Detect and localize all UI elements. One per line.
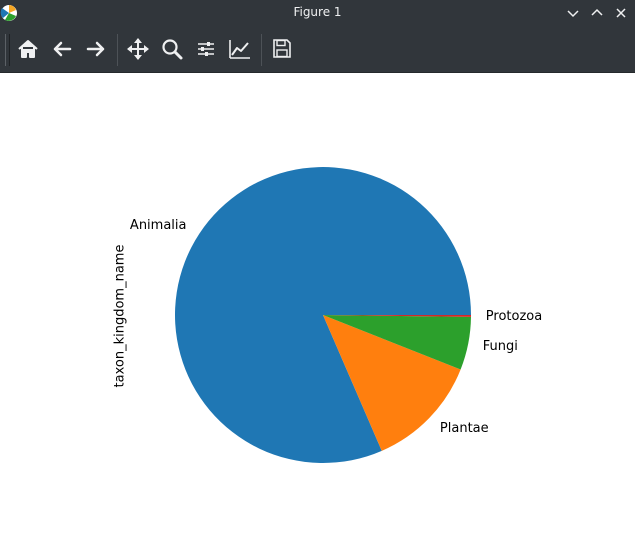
toolbar-grip[interactable] xyxy=(5,34,10,66)
y-axis-label: taxon_kingdom_name xyxy=(112,244,128,388)
save-button[interactable] xyxy=(269,36,295,62)
maximize-button[interactable] xyxy=(588,4,606,22)
minimize-button[interactable] xyxy=(564,4,582,22)
zoom-icon xyxy=(162,39,183,60)
slice-label-animalia: Animalia xyxy=(129,218,187,234)
axes-icon xyxy=(229,40,250,59)
slice-label-fungi: Fungi xyxy=(482,339,518,354)
back-arrow-icon xyxy=(53,41,72,57)
figure-canvas[interactable] xyxy=(0,73,635,551)
pie-slice-protozoa xyxy=(323,315,471,317)
pan-button[interactable] xyxy=(125,36,151,62)
zoom-button[interactable] xyxy=(159,36,185,62)
pie-slice-plantae xyxy=(323,315,461,451)
customize-button[interactable] xyxy=(227,36,253,62)
forward-button[interactable] xyxy=(83,36,109,62)
slice-label-plantae: Plantae xyxy=(439,420,489,436)
title-bar: Figure 1 xyxy=(0,0,635,26)
pie-slice-animalia xyxy=(174,167,472,463)
home-icon xyxy=(18,40,38,58)
navigation-toolbar xyxy=(0,26,635,73)
toolbar-separator xyxy=(117,34,118,66)
toolbar-separator xyxy=(261,34,262,66)
subplots-button[interactable] xyxy=(193,36,219,62)
app-icon xyxy=(0,5,17,21)
pan-icon xyxy=(127,38,149,60)
forward-arrow-icon xyxy=(86,41,105,57)
slice-label-protozoa: Protozoa xyxy=(485,308,543,324)
save-icon xyxy=(273,39,291,58)
close-button[interactable] xyxy=(612,4,630,22)
back-button[interactable] xyxy=(49,36,75,62)
home-button[interactable] xyxy=(15,36,41,62)
window-title: Figure 1 xyxy=(293,5,342,19)
pie-slice-fungi xyxy=(323,315,471,370)
pie-chart xyxy=(174,167,472,463)
subplots-icon xyxy=(198,42,214,56)
